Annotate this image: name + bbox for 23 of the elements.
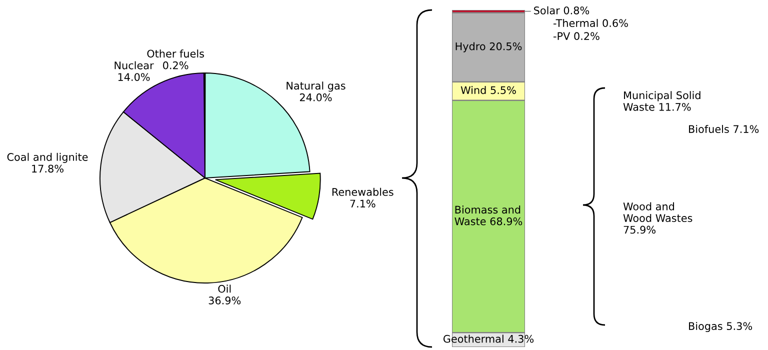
text: Biogas 5.3% bbox=[689, 322, 752, 332]
data-label: 17.8% bbox=[32, 164, 64, 173]
data-label: 24.0% bbox=[300, 93, 332, 102]
data-label: Solar 0.8% bbox=[534, 6, 590, 14]
text: -Thermal 0.6% bbox=[554, 18, 628, 28]
data-label: 14.0% bbox=[118, 73, 150, 81]
data-label: Geothermal 4.3% bbox=[443, 334, 534, 343]
slice-label: Other fuels bbox=[147, 50, 204, 58]
text: -PV 0.2% bbox=[554, 32, 600, 40]
text: Biofuels 7.1% bbox=[689, 124, 759, 134]
data-label: 7.1% bbox=[350, 200, 376, 208]
data-label: Wind 5.5% bbox=[460, 86, 516, 94]
data-label: Hydro 20.5% bbox=[456, 42, 522, 52]
slice-label: Renewables bbox=[332, 188, 394, 196]
text: Municipal Solid Waste 11.7% bbox=[623, 91, 700, 111]
data-label: 36.9% bbox=[208, 296, 241, 304]
slice-label: Oil bbox=[218, 284, 231, 293]
data-label: 0.2% bbox=[163, 61, 188, 70]
slice-label: Nuclear bbox=[114, 61, 154, 70]
data-label: Biomass and Waste 68.9% bbox=[454, 206, 522, 226]
slice-label: Natural gas bbox=[286, 82, 346, 92]
slice-label: Coal and lignite bbox=[7, 152, 88, 163]
text: Wood and Wood Wastes 75.9% bbox=[623, 202, 692, 234]
